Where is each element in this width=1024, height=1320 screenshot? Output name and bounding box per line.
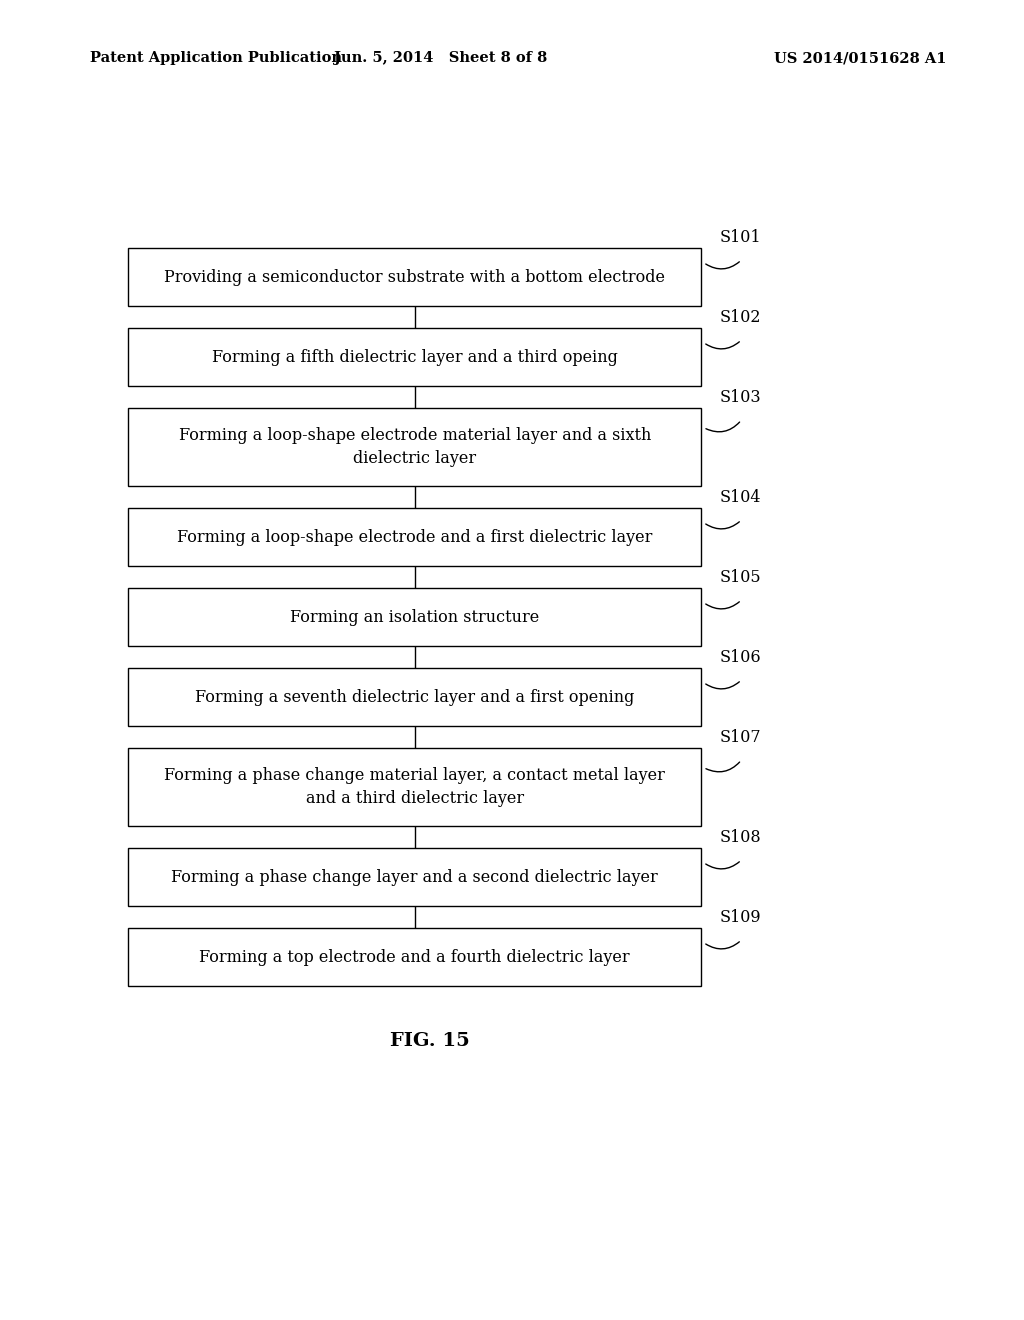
Bar	[128, 928, 701, 986]
Bar	[128, 327, 701, 385]
Text: Forming a top electrode and a fourth dielectric layer: Forming a top electrode and a fourth die…	[200, 949, 630, 965]
Bar	[128, 587, 701, 645]
Text: S108: S108	[720, 829, 761, 846]
Text: Forming an isolation structure: Forming an isolation structure	[290, 609, 540, 626]
Bar	[128, 508, 701, 566]
Text: Forming a fifth dielectric layer and a third opeing: Forming a fifth dielectric layer and a t…	[212, 348, 617, 366]
Text: S106: S106	[720, 649, 761, 667]
Text: Jun. 5, 2014   Sheet 8 of 8: Jun. 5, 2014 Sheet 8 of 8	[334, 51, 547, 65]
Text: Providing a semiconductor substrate with a bottom electrode: Providing a semiconductor substrate with…	[164, 268, 666, 285]
Text: S107: S107	[720, 729, 761, 746]
Text: S102: S102	[720, 309, 761, 326]
Text: Patent Application Publication: Patent Application Publication	[90, 51, 342, 65]
Bar	[128, 748, 701, 826]
Text: Forming a seventh dielectric layer and a first opening: Forming a seventh dielectric layer and a…	[195, 689, 635, 705]
Bar	[128, 408, 701, 486]
Text: S103: S103	[720, 389, 761, 407]
Text: S109: S109	[720, 909, 761, 927]
Bar	[128, 668, 701, 726]
Text: S104: S104	[720, 488, 761, 506]
Text: S105: S105	[720, 569, 761, 586]
Text: FIG. 15: FIG. 15	[390, 1032, 470, 1049]
Text: Forming a loop-shape electrode material layer and a sixth
dielectric layer: Forming a loop-shape electrode material …	[178, 426, 651, 467]
Text: Forming a loop-shape electrode and a first dielectric layer: Forming a loop-shape electrode and a fir…	[177, 528, 652, 545]
Bar	[128, 248, 701, 306]
Text: S101: S101	[720, 228, 761, 246]
Text: US 2014/0151628 A1: US 2014/0151628 A1	[774, 51, 946, 65]
Text: Forming a phase change layer and a second dielectric layer: Forming a phase change layer and a secon…	[171, 869, 658, 886]
Text: Forming a phase change material layer, a contact metal layer
and a third dielect: Forming a phase change material layer, a…	[164, 767, 666, 808]
Bar	[128, 847, 701, 906]
